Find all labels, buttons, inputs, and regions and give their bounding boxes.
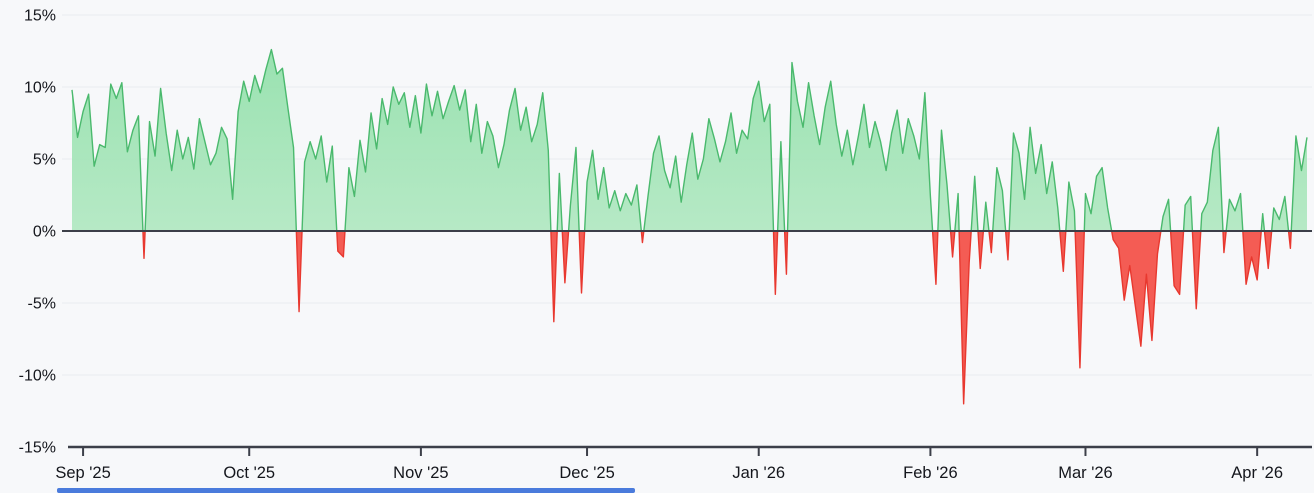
y-axis-label: 15% bbox=[24, 8, 56, 25]
y-axis-label: -10% bbox=[19, 368, 56, 385]
x-axis-label: Jan '26 bbox=[732, 464, 785, 482]
x-axis-label: Oct '25 bbox=[223, 464, 275, 482]
x-axis-label: Nov '25 bbox=[393, 464, 448, 482]
y-axis-label: -15% bbox=[19, 440, 56, 457]
positive-series-line bbox=[71, 48, 1308, 231]
y-axis-label: 5% bbox=[33, 152, 56, 169]
x-axis-label: Dec '25 bbox=[559, 464, 614, 482]
y-axis-label: 0% bbox=[33, 224, 56, 241]
x-axis-label: Apr '26 bbox=[1231, 464, 1283, 482]
y-axis-label: 10% bbox=[24, 80, 56, 97]
x-axis-label: Mar '26 bbox=[1058, 464, 1113, 482]
horizontal-scrollbar-thumb[interactable] bbox=[57, 488, 635, 493]
x-axis-label: Sep '25 bbox=[55, 464, 110, 482]
x-axis-label: Feb '26 bbox=[903, 464, 958, 482]
y-axis-label: -5% bbox=[28, 296, 56, 313]
positive-area bbox=[72, 49, 1307, 231]
